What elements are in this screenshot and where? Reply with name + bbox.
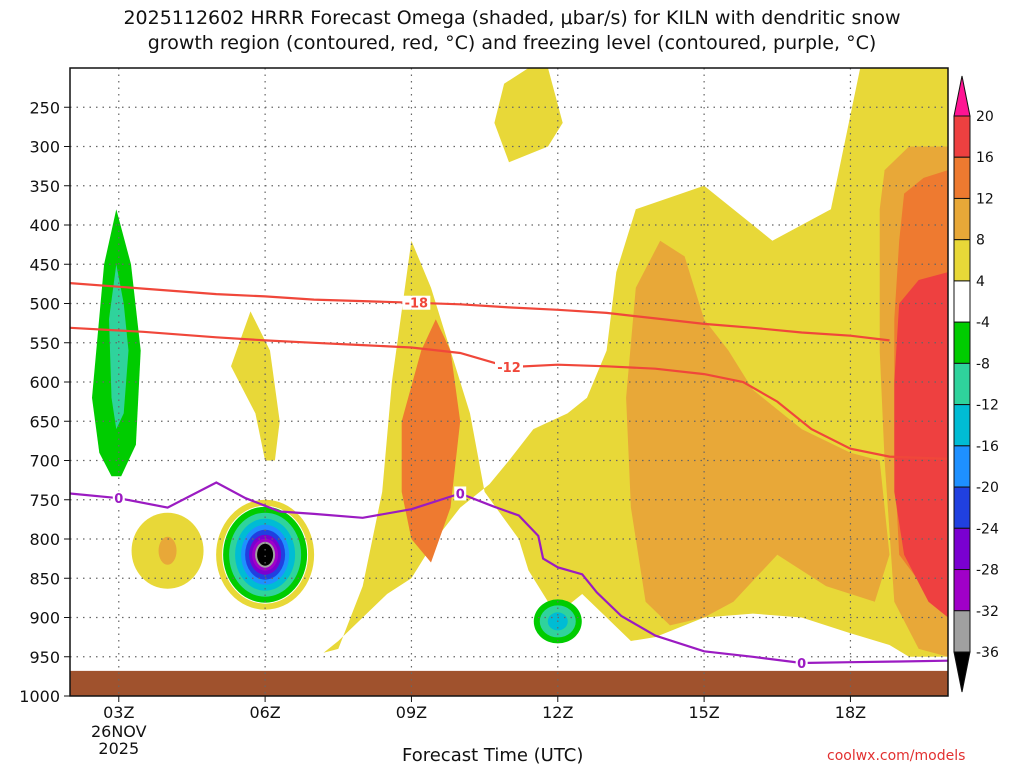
omega-region-east-red-core	[894, 272, 948, 618]
y-tick-label: 250	[29, 98, 60, 117]
contour--12	[70, 326, 948, 460]
colorbar-label: 4	[976, 274, 985, 290]
contour-label-bg	[495, 360, 523, 375]
y-tick-label: 900	[29, 609, 60, 628]
contour--18	[70, 282, 890, 342]
omega-region-mid-orange	[401, 319, 461, 563]
y-tick-label: 350	[29, 177, 60, 196]
colorbar-label: -20	[976, 480, 999, 496]
contour-label-bg	[402, 295, 431, 310]
x-tick-label: 06Z	[249, 703, 280, 722]
colorbar-label: -4	[976, 315, 990, 331]
x-tick-sublabel: 26NOV	[91, 722, 147, 741]
contour-label: -18	[405, 297, 429, 312]
colorbar-label: 20	[976, 109, 994, 125]
x-tick-label: 03Z	[103, 703, 134, 722]
colorbar-label: -36	[976, 645, 999, 661]
colorbar-label: 8	[976, 233, 985, 249]
colorbar-label: 12	[976, 191, 994, 207]
y-tick-label: 400	[29, 216, 60, 235]
x-tick-label: 09Z	[396, 703, 427, 722]
contour-label: -12	[497, 361, 521, 376]
x-tick-label: 12Z	[542, 703, 573, 722]
colorbar: 20 16 12 8 4 -4 -8 -12 -16 -20 -24 -28 -32 -36	[953, 75, 999, 693]
x-tick-label: 15Z	[688, 703, 719, 722]
contour-label-bg	[454, 486, 467, 501]
colorbar-box	[953, 404, 971, 447]
contour-label-bg	[112, 491, 125, 506]
axes: 250 300 350 400 450 500 550 600 650 700 750 800 850 9…	[19, 67, 949, 758]
colorbar-box	[953, 321, 971, 364]
colorbar-label: -24	[976, 521, 999, 537]
colorbar-label: 16	[976, 150, 994, 166]
contour-0	[70, 481, 948, 665]
x-axis-title: Forecast Time (UTC)	[402, 745, 584, 766]
y-tick-label: 300	[29, 138, 60, 157]
chart-title-line1: 2025112602 HRRR Forecast Omega (shaded, …	[123, 7, 901, 29]
omega-blob-06Z-upper	[231, 311, 280, 461]
omega-blob-04Z-core	[158, 536, 177, 565]
colorbar-box	[953, 197, 971, 241]
y-tick-label: 500	[29, 295, 60, 314]
colorbar-box	[953, 445, 971, 488]
omega-core-06Z-outline	[216, 499, 315, 610]
colorbar-box	[953, 486, 971, 529]
y-tick-label: 950	[29, 648, 60, 667]
omega-region-east-orange-band	[626, 240, 890, 626]
omega-region-west-teal-core	[109, 264, 129, 430]
colorbar-box	[953, 239, 971, 282]
colorbar-label: -16	[976, 439, 999, 455]
y-tick-label: 450	[29, 255, 60, 274]
y-tick-label: 1000	[19, 687, 60, 706]
credit-link[interactable]: coolwx.com/models	[827, 748, 966, 764]
y-tick-label: 750	[29, 491, 60, 510]
colorbar-label: -12	[976, 398, 999, 414]
y-tick-label: 850	[29, 569, 60, 588]
colorbar-label: -8	[976, 356, 990, 372]
colorbar-box	[953, 569, 971, 612]
ground-layer	[70, 670, 948, 696]
y-tick-label: 600	[29, 373, 60, 392]
colorbar-box	[953, 280, 971, 323]
omega-region-upper-yellow-blob	[494, 68, 563, 163]
colorbar-label: -28	[976, 563, 999, 579]
colorbar-box	[953, 362, 971, 406]
contour-label: 0	[456, 487, 465, 502]
colorbar-box	[953, 156, 971, 199]
contour-label-bg	[795, 656, 808, 671]
contour-label: 0	[797, 657, 806, 672]
x-tick-sublabel: 2025	[98, 739, 139, 758]
colorbar-box	[953, 610, 971, 653]
x-tick-label: 18Z	[835, 703, 866, 722]
colorbar-box	[953, 527, 971, 571]
y-tick-label: 800	[29, 530, 60, 549]
omega-core-06Z-ring-8	[257, 543, 274, 566]
colorbar-label: -32	[976, 604, 999, 620]
contour-label: 0	[114, 492, 123, 507]
colorbar-box	[953, 115, 971, 158]
chart-title-line2: growth region (contoured, red, °C) and f…	[147, 32, 877, 54]
colorbar-min-arrow	[953, 651, 971, 693]
y-tick-label: 650	[29, 412, 60, 431]
y-tick-label: 550	[29, 334, 60, 353]
chart-title: 2025112602 HRRR Forecast Omega (shaded, …	[0, 6, 1024, 56]
y-tick-label: 700	[29, 452, 60, 471]
colorbar-max-arrow	[953, 75, 971, 117]
plot-area: -18 -12 0 0 0	[70, 68, 948, 696]
